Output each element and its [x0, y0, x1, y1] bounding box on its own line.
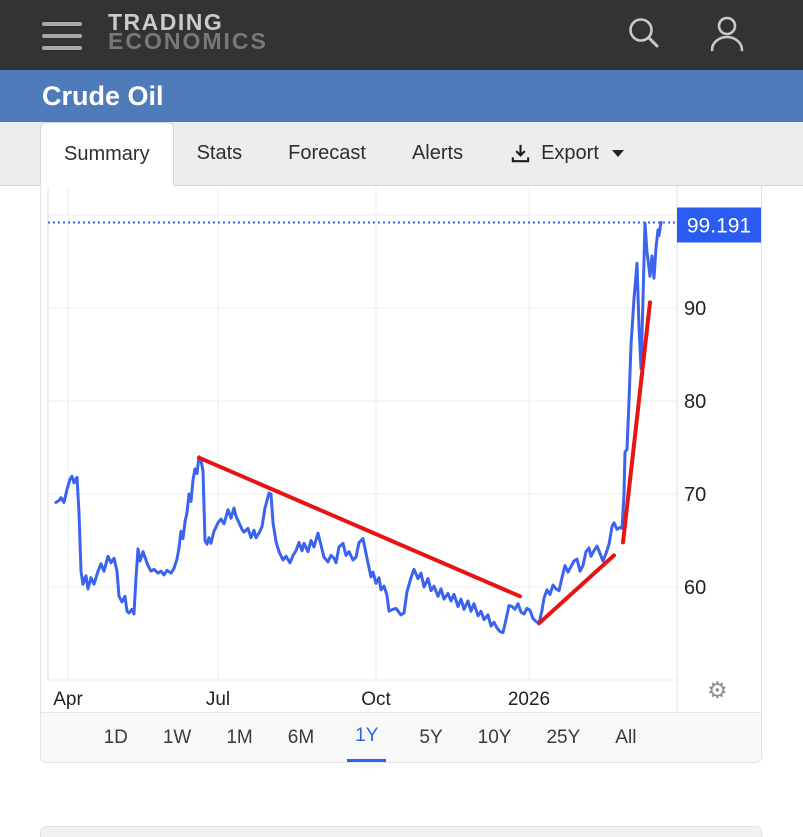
- download-icon: [511, 144, 530, 163]
- brand-line2: ECONOMICS: [108, 28, 268, 54]
- x-axis-label: Jul: [206, 689, 230, 710]
- tab-forecast[interactable]: Forecast: [288, 142, 366, 164]
- trend-line-1: [197, 455, 522, 599]
- last-price-text: 99.191: [687, 215, 751, 238]
- top-navigation-bar: TRADING ECONOMICS: [0, 0, 803, 70]
- topbar-icons: [622, 13, 749, 57]
- search-icon[interactable]: [622, 13, 666, 57]
- tab-bar: Summary Stats Forecast Alerts Export: [0, 122, 803, 186]
- menu-bar: [42, 46, 82, 50]
- range-1d[interactable]: 1D: [102, 713, 130, 762]
- caret-down-icon: [611, 150, 624, 157]
- x-axis-label: Apr: [53, 689, 83, 710]
- menu-bar: [42, 22, 82, 26]
- range-selector: 1D 1W 1M 6M 1Y 5Y 10Y 25Y All: [41, 712, 761, 762]
- page-title: Crude Oil: [42, 80, 164, 111]
- range-1m[interactable]: 1M: [224, 713, 254, 762]
- last-price-tag: [677, 207, 761, 243]
- range-1y[interactable]: 1Y: [347, 713, 387, 762]
- brand-logo[interactable]: TRADING ECONOMICS: [108, 9, 268, 54]
- price-chart[interactable]: Apr Jul Oct 2026 90 80 70 60 99.191: [41, 186, 761, 712]
- range-6m[interactable]: 6M: [286, 713, 316, 762]
- menu-bar: [42, 34, 82, 38]
- trend-line-2: [537, 553, 616, 626]
- range-25y[interactable]: 25Y: [544, 713, 582, 762]
- chart-card: Apr Jul Oct 2026 90 80 70 60 99.191 ⚙ 1D 1W 1M 6…: [40, 186, 762, 763]
- export-button[interactable]: Export: [486, 122, 647, 185]
- y-axis-label: 90: [684, 298, 706, 320]
- y-axis-label: 70: [684, 484, 706, 506]
- export-label: Export: [541, 142, 599, 164]
- x-axis-label: 2026: [508, 689, 550, 710]
- instrument-title-bar: Crude Oil: [0, 70, 803, 122]
- settings-gear-icon[interactable]: ⚙: [707, 678, 728, 704]
- menu-icon[interactable]: [42, 22, 82, 50]
- x-axis-label: Oct: [361, 689, 391, 710]
- tab-summary[interactable]: Summary: [40, 122, 174, 186]
- range-5y[interactable]: 5Y: [417, 713, 444, 762]
- y-axis-label: 60: [684, 577, 706, 599]
- range-1w[interactable]: 1W: [161, 713, 194, 762]
- trend-line-3: [621, 300, 652, 545]
- range-10y[interactable]: 10Y: [476, 713, 514, 762]
- tab-alerts[interactable]: Alerts: [411, 142, 464, 164]
- tab-stats[interactable]: Stats: [196, 142, 243, 164]
- y-axis-label: 80: [684, 391, 706, 413]
- range-all[interactable]: All: [613, 713, 638, 762]
- brand-line1: TRADING: [108, 9, 224, 35]
- user-icon[interactable]: [705, 13, 749, 57]
- next-section-preview: [40, 826, 762, 837]
- price-series-line: [54, 220, 663, 635]
